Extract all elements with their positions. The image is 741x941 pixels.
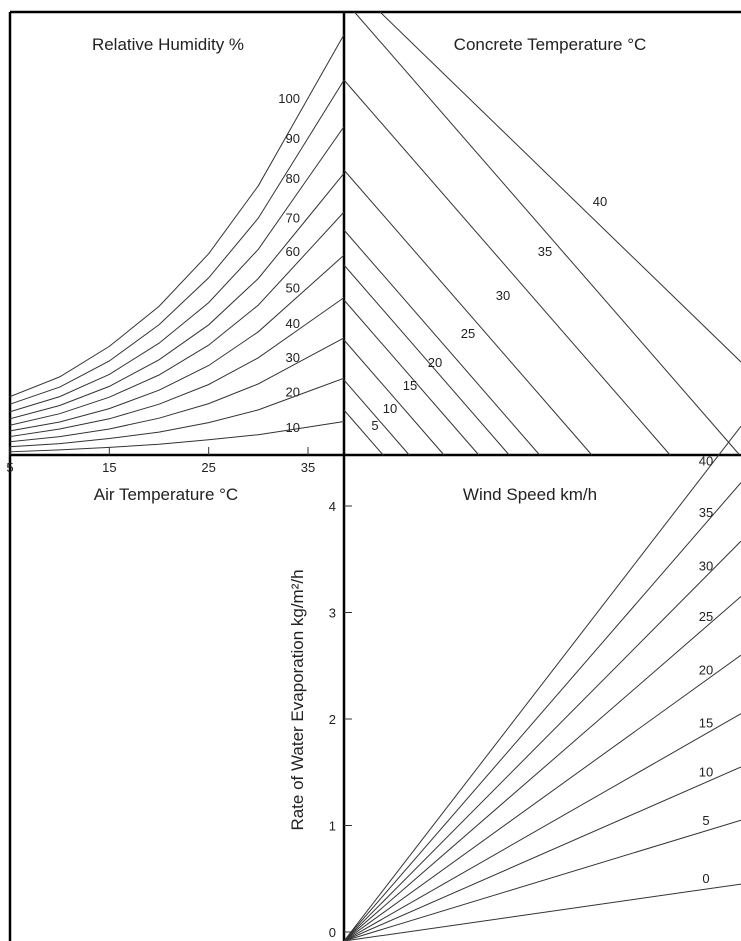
concrete-temperature-label: 25 — [461, 326, 475, 341]
relative-humidity-label: 90 — [286, 131, 300, 146]
relative-humidity-label: 60 — [286, 244, 300, 259]
relative-humidity-curve — [9, 126, 345, 413]
wind-speed-label: 5 — [702, 813, 709, 828]
concrete-temperature-lines: 5 10 15 20 25 30 35 40 — [343, 11, 741, 456]
evaporation-tick-label: 4 — [329, 499, 336, 514]
wind-speed-line — [343, 766, 741, 941]
wind-speed-label: 0 — [702, 871, 709, 886]
concrete-temperature-label: 10 — [383, 401, 397, 416]
evaporation-tick-label: 1 — [329, 819, 336, 834]
concrete-temperature-line — [343, 169, 593, 456]
wind-speed-line — [343, 713, 741, 941]
evaporation-tick-label: 2 — [329, 712, 336, 727]
relative-humidity-label: 10 — [286, 420, 300, 435]
concrete-temperature-line — [343, 339, 445, 456]
concrete-temperature-line — [343, 264, 510, 456]
relative-humidity-title: Relative Humidity % — [92, 35, 244, 54]
concrete-temperature-label: 30 — [496, 288, 510, 303]
relative-humidity-curve — [9, 34, 345, 398]
wind-speed-label: 15 — [699, 716, 713, 731]
air-temperature-title: Air Temperature °C — [94, 485, 238, 504]
relative-humidity-label: 40 — [286, 316, 300, 331]
air-temperature-tick-label: 15 — [102, 460, 116, 475]
concrete-temperature-label: 40 — [593, 194, 607, 209]
wind-speed-line — [343, 482, 741, 941]
concrete-temperature-label: 15 — [403, 378, 417, 393]
wind-speed-line — [343, 596, 741, 941]
evaporation-axis: 0 1 2 3 4 — [329, 499, 352, 940]
wind-speed-title: Wind Speed km/h — [463, 485, 597, 504]
relative-humidity-curve — [9, 79, 345, 405]
air-temperature-tick-label: 5 — [6, 460, 13, 475]
relative-humidity-curve — [9, 297, 345, 438]
evaporation-tick-label: 0 — [329, 925, 336, 940]
relative-humidity-curve — [9, 337, 345, 443]
wind-speed-line — [343, 819, 741, 941]
wind-speed-label: 40 — [699, 454, 713, 469]
evaporation-axis-label: Rate of Water Evaporation kg/m²/h — [288, 569, 307, 830]
relative-humidity-label: 80 — [286, 171, 300, 186]
relative-humidity-curve — [9, 254, 345, 432]
air-temperature-axis: 5 15 25 35 — [6, 447, 315, 475]
wind-speed-label: 30 — [699, 558, 713, 573]
concrete-temperature-line — [343, 229, 541, 456]
relative-humidity-curve — [9, 421, 345, 453]
air-temperature-tick-label: 25 — [201, 460, 215, 475]
wind-speed-line — [343, 883, 741, 941]
relative-humidity-curve — [9, 377, 345, 448]
concrete-temperature-line — [343, 409, 384, 456]
concrete-temperature-line — [354, 11, 741, 456]
concrete-temperature-line — [343, 299, 480, 456]
wind-speed-label: 20 — [699, 662, 713, 677]
concrete-temperature-label: 35 — [538, 244, 552, 259]
wind-speed-lines: 40 35 30 25 20 15 10 5 0 — [343, 425, 741, 941]
evaporation-tick-label: 3 — [329, 606, 336, 621]
relative-humidity-label: 30 — [286, 350, 300, 365]
relative-humidity-curve — [9, 172, 345, 420]
wind-speed-label: 10 — [699, 764, 713, 779]
concrete-temperature-line — [343, 379, 410, 456]
air-temperature-tick-label: 35 — [301, 460, 315, 475]
relative-humidity-label: 20 — [286, 385, 300, 400]
concrete-temperature-label: 20 — [428, 355, 442, 370]
concrete-temperature-label: 5 — [371, 418, 378, 433]
wind-speed-line — [343, 540, 741, 941]
wind-speed-label: 35 — [699, 505, 713, 520]
panel-frame — [8, 10, 741, 941]
concrete-temperature-title: Concrete Temperature °C — [454, 35, 647, 54]
relative-humidity-curve — [9, 211, 345, 426]
concrete-temperature-line — [379, 11, 741, 363]
relative-humidity-label: 100 — [278, 91, 300, 106]
wind-speed-line — [343, 654, 741, 941]
wind-speed-label: 25 — [699, 609, 713, 624]
relative-humidity-label: 50 — [286, 280, 300, 295]
wind-speed-line — [343, 425, 741, 941]
relative-humidity-curves: 100 90 80 70 60 50 40 30 20 10 — [9, 34, 345, 453]
relative-humidity-label: 70 — [286, 211, 300, 226]
concrete-temperature-line — [343, 79, 671, 456]
